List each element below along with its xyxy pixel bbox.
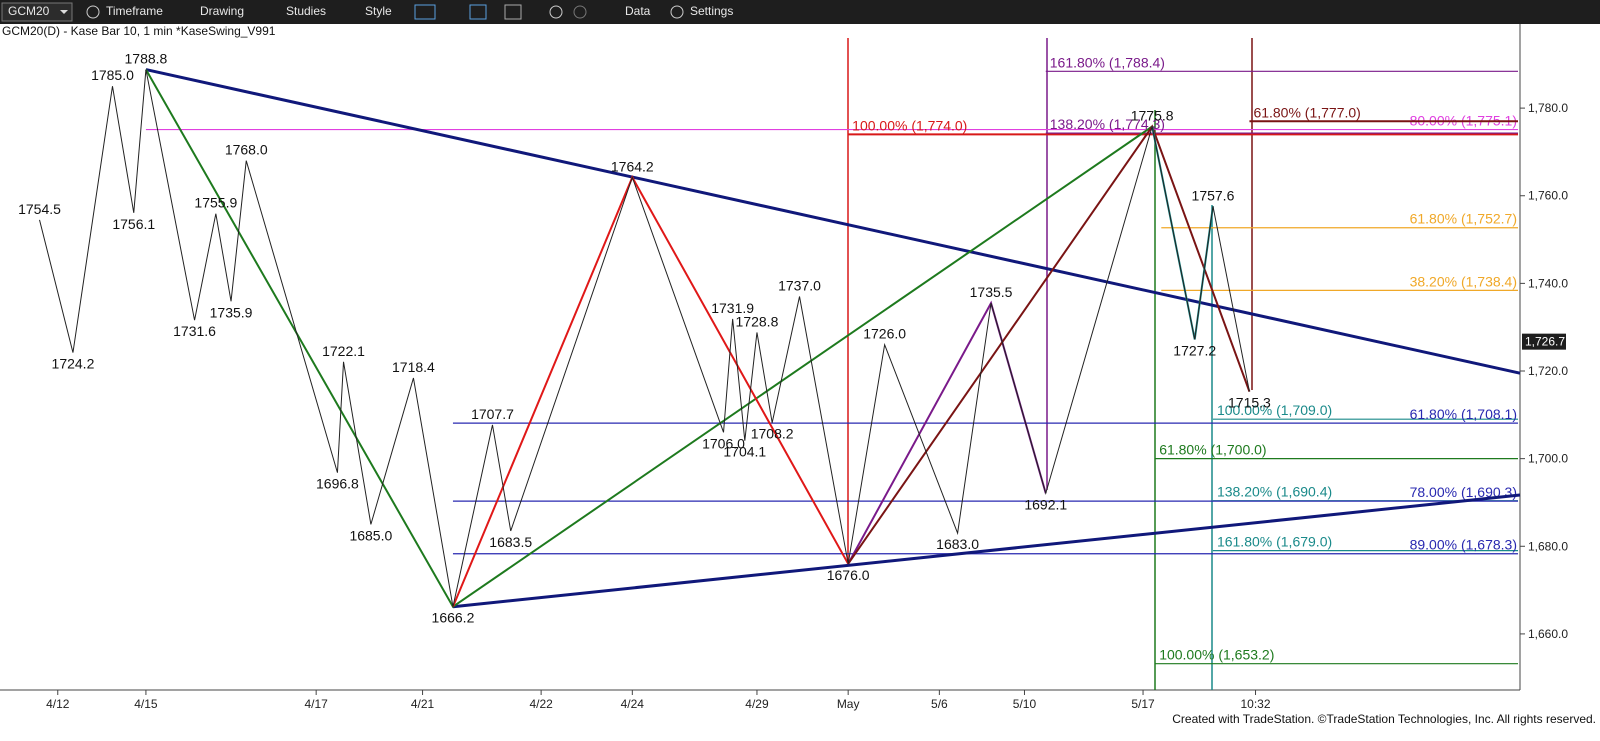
swing-label: 1788.8 [125,51,168,67]
swing-label: 1768.0 [225,142,268,158]
swing-label: 1726.0 [863,326,906,342]
chart-title: GCM20(D) - Kase Bar 10, 1 min *KaseSwing… [2,24,276,38]
symbol[interactable]: GCM20 [8,4,50,18]
swing-label: 1785.0 [91,67,134,83]
swing-label: 1775.8 [1131,108,1174,124]
toolbar: GCM20 Timeframe Drawing Studies Style Da… [0,0,1600,24]
x-tick-label: 5/10 [1013,697,1037,711]
footer: Created with TradeStation. ©TradeStation… [1172,712,1596,726]
x-tick-label: 4/12 [46,697,70,711]
fib-label: 89.00% (1,678.3) [1410,537,1517,553]
fib-label: 61.80% (1,708.1) [1410,406,1517,422]
swing-label: 1728.8 [736,313,779,329]
last-price-tag [1522,333,1566,350]
swing-label: 1735.9 [210,304,253,320]
y-tick-label: 1,740.0 [1528,276,1568,290]
zoom-in-icon[interactable] [549,5,563,19]
wave-line [1151,126,1214,340]
swing-label: 1696.8 [316,476,359,492]
swing-label: 1706.0 [702,435,745,451]
x-tick-label: 4/24 [621,697,645,711]
swing-label: 1764.2 [611,158,654,174]
swing-label: 1735.5 [970,284,1013,300]
x-tick-label: 4/22 [529,697,553,711]
swing-label: 1724.2 [52,356,95,372]
fib-label: 100.00% (1,653.2) [1159,647,1274,663]
timeframe-icon [86,5,100,19]
y-tick-label: 1,760.0 [1528,189,1568,203]
swing-label: 1715.3 [1228,395,1271,411]
swing-label: 1676.0 [827,567,870,583]
toolbar-bg [0,0,1600,24]
swing-line [39,69,1250,607]
swing-label: 1727.2 [1173,342,1216,358]
x-tick-label: 5/17 [1131,697,1155,711]
swing-label: 1731.6 [173,323,216,339]
swing-label: 1756.1 [112,216,155,232]
symbol-box[interactable] [1,2,73,22]
menu-item[interactable]: Style [365,4,392,18]
x-tick-label: 4/29 [745,697,769,711]
y-tick-label: 1,660.0 [1528,627,1568,641]
y-tick-label: 1,680.0 [1528,539,1568,553]
fib-label: 61.80% (1,700.0) [1159,442,1266,458]
fib-label: 78.00% (1,690.3) [1410,484,1517,500]
menu-item[interactable]: Settings [690,4,733,18]
layout-icon[interactable] [469,4,487,20]
fib-label: 100.00% (1,774.0) [852,117,967,133]
bars-icon[interactable] [414,4,436,20]
x-tick-label: 4/17 [304,697,328,711]
x-tick-label: 10:32 [1241,697,1271,711]
x-tick-label: 5/6 [931,697,948,711]
swing-label: 1737.0 [778,278,821,294]
swing-label: 1754.5 [18,201,61,217]
swing-label: 1757.6 [1192,187,1235,203]
fib-label: 161.80% (1,679.0) [1217,534,1332,550]
x-tick-label: May [837,697,860,711]
menu-item[interactable]: Studies [286,4,326,18]
y-tick-label: 1,700.0 [1528,452,1568,466]
menu-item[interactable]: Drawing [200,4,244,18]
y-tick-label: 1,720.0 [1528,364,1568,378]
fib-label: 138.20% (1,690.4) [1217,484,1332,500]
x-tick-label: 4/21 [411,697,435,711]
swing-label: 1666.2 [432,610,475,626]
trend-line [452,493,1521,609]
swing-label: 1707.7 [471,406,514,422]
swing-label: 1683.0 [936,536,979,552]
fib-label: 161.80% (1,788.4) [1050,54,1165,70]
swing-label: 1718.4 [392,359,435,375]
x-tick-label: 4/15 [134,697,158,711]
fib-label: 138.20% (1,774.3) [1050,116,1165,132]
fib-label: 38.20% (1,738.4) [1410,273,1517,289]
fib-label: 61.80% (1,777.0) [1253,104,1360,120]
menu-item[interactable]: Timeframe [106,4,163,18]
swing-label: 1683.5 [489,534,532,550]
dropdown-icon [60,10,68,14]
swing-label: 1708.2 [751,426,794,442]
wave-line [847,300,1047,565]
swing-label: 1722.1 [322,343,365,359]
fib-label: 61.80% (1,752.7) [1410,211,1517,227]
menu-item[interactable]: Data [625,4,651,18]
swing-label: 1755.9 [194,195,237,211]
swing-label: 1731.9 [711,300,754,316]
swing-label: 1685.0 [349,527,392,543]
swing-label: 1692.1 [1024,496,1067,512]
cursor-icon[interactable] [504,4,522,20]
last-price-label: 1,726.7 [1525,335,1565,349]
trend-line [145,68,1521,375]
settings-icon [670,5,684,19]
swing-label: 1704.1 [723,444,766,460]
fib-label: 100.00% (1,709.0) [1217,402,1332,418]
zoom-out-icon[interactable] [573,5,587,19]
y-tick-label: 1,780.0 [1528,101,1568,115]
